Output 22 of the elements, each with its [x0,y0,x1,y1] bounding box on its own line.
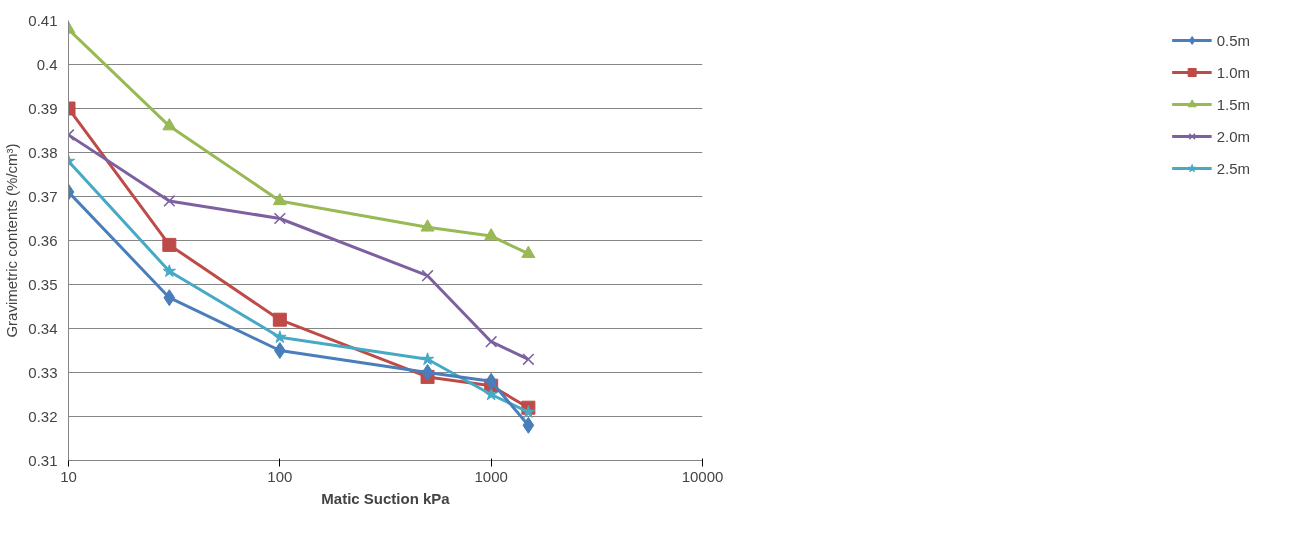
y-tick-label: 0.39 [28,99,58,117]
y-tick-label: 0.37 [28,187,58,205]
x-tick-label: 10 [60,467,77,485]
y-tick-label: 0.4 [36,55,58,73]
x-tick-label: 100 [267,467,293,485]
y-tick-label: 0.31 [28,451,58,469]
y-tick-label: 0.34 [28,319,58,337]
x-tick-label: 1000 [474,467,508,485]
y-tick-label: 0.33 [28,363,58,381]
y-tick-label: 0.36 [28,231,58,249]
legend-label: 2.5m [1216,159,1250,177]
legend-label: 1.5m [1216,95,1250,113]
y-tick-label: 0.41 [28,11,58,29]
x-axis-title: Matic Suction kPa [321,489,451,507]
y-axis-title: Gravimetric contents (%/cm³) [3,143,21,338]
legend-label: 1.0m [1216,63,1250,81]
legend-label: 2.0m [1216,127,1250,145]
y-tick-label: 0.35 [28,275,58,293]
y-tick-label: 0.38 [28,143,58,161]
x-tick-label: 10000 [681,467,724,485]
y-tick-label: 0.32 [28,407,58,425]
legend-label: 0.5m [1216,31,1250,49]
